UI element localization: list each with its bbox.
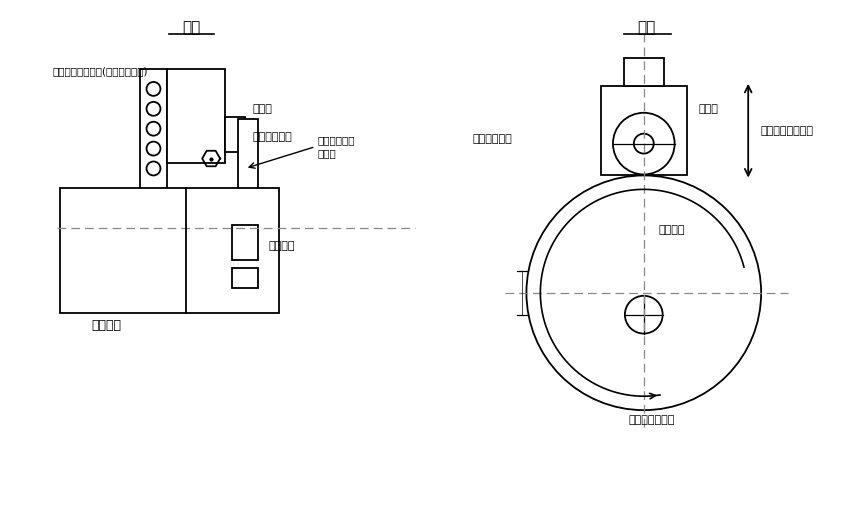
Text: 正面: 正面	[637, 20, 656, 35]
Bar	[624, 58, 663, 86]
Text: 偏芯カム: 偏芯カム	[269, 241, 295, 251]
Bar	[238, 119, 258, 223]
Text: 回転軸: 回転軸	[317, 148, 336, 158]
Text: 偏心カムの回転: 偏心カムの回転	[629, 415, 675, 425]
Text: 偏芯カム: 偏芯カム	[658, 225, 685, 235]
Bar	[225, 117, 245, 151]
Text: 直進転がり軸受け(リニアガイド): 直進転がり軸受け(リニアガイド)	[52, 66, 148, 76]
Text: 側面: 側面	[182, 20, 200, 35]
Text: カムフォロア: カムフォロア	[317, 136, 355, 146]
Text: 移動台: 移動台	[699, 104, 718, 114]
Text: カムフォロア: カムフォロア	[253, 132, 293, 142]
Bar	[232, 225, 258, 260]
Bar	[232, 268, 258, 288]
Bar	[601, 86, 686, 175]
Text: モーター: モーター	[92, 319, 122, 332]
Bar	[167, 69, 225, 164]
Text: 移動台: 移動台	[253, 104, 273, 114]
Bar	[60, 188, 279, 313]
Text: 移動台の直進運動: 移動台の直進運動	[760, 125, 813, 136]
Bar	[139, 69, 167, 198]
Text: カムフォロア: カムフォロア	[473, 134, 512, 144]
